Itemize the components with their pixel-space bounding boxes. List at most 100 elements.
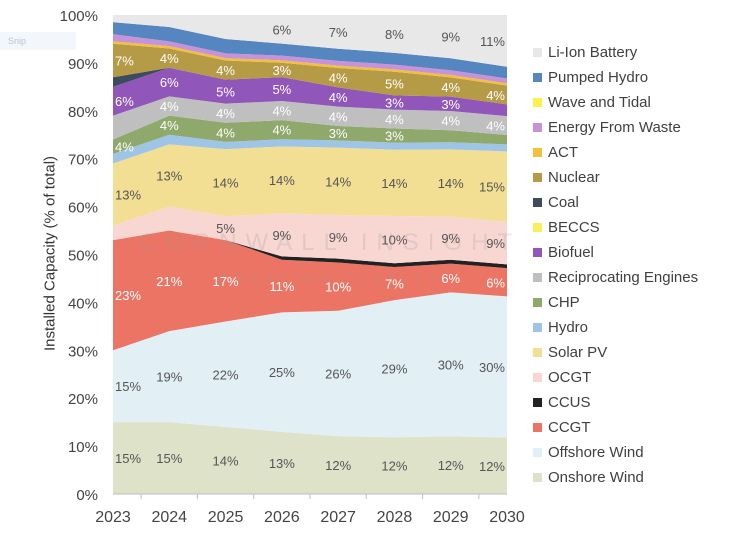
legend-item: Energy From Waste: [533, 115, 698, 140]
snip-label: Snip: [0, 32, 76, 50]
data-label: 15%: [115, 379, 141, 394]
data-label: 4%: [160, 118, 179, 133]
area-ocgt: [113, 206, 507, 265]
legend-swatch: [533, 473, 542, 482]
y-tick-label: 50%: [68, 248, 98, 265]
legend-item: Onshore Wind: [533, 465, 698, 490]
data-label: 4%: [329, 109, 348, 124]
legend-swatch: [533, 373, 542, 382]
y-tick-label: 0%: [76, 487, 98, 504]
legend-item: CHP: [533, 290, 698, 315]
data-label: 4%: [441, 80, 460, 95]
y-tick-label: 20%: [68, 391, 98, 408]
data-label: 23%: [115, 288, 141, 303]
y-axis-label: Installed Capacity (% of total): [41, 155, 59, 352]
legend-swatch: [533, 123, 542, 132]
legend-swatch: [533, 148, 542, 157]
legend-swatch: [533, 423, 542, 432]
data-label: 4%: [216, 63, 235, 78]
data-label: 30%: [438, 357, 464, 372]
data-label: 3%: [385, 129, 404, 144]
data-label: 3%: [329, 126, 348, 141]
data-label: 4%: [216, 106, 235, 121]
data-label: 4%: [115, 140, 134, 155]
y-tick-label: 10%: [68, 439, 98, 456]
legend-label: Onshore Wind: [548, 469, 644, 486]
legend-label: Nuclear: [548, 169, 600, 186]
data-label: 12%: [479, 459, 505, 474]
legend-label: Wave and Tidal: [548, 94, 651, 111]
data-label: 7%: [115, 54, 134, 69]
legend-item: CCGT: [533, 415, 698, 440]
data-label: 13%: [156, 168, 182, 183]
legend-swatch: [533, 448, 542, 457]
data-label: 11%: [269, 279, 294, 294]
data-label: 3%: [272, 63, 291, 78]
data-label: 4%: [216, 125, 235, 140]
legend-label: Offshore Wind: [548, 444, 644, 461]
legend-swatch: [533, 273, 542, 282]
legend-item: Reciprocating Engines: [533, 265, 698, 290]
x-tick-label: 2025: [208, 509, 244, 526]
x-tick-label: 2026: [264, 509, 300, 526]
legend-item: Pumped Hydro: [533, 65, 698, 90]
data-label: 9%: [441, 30, 460, 45]
data-label: 7%: [329, 25, 348, 40]
legend-item: OCGT: [533, 365, 698, 390]
data-label: 14%: [269, 173, 295, 188]
data-label: 4%: [329, 71, 348, 86]
legend-label: Coal: [548, 194, 579, 211]
data-label: 9%: [441, 231, 460, 246]
legend-label: Pumped Hydro: [548, 69, 649, 86]
y-tick-label: 100%: [60, 8, 98, 25]
data-label: 6%: [486, 275, 505, 290]
area-hydro: [113, 134, 507, 164]
data-label: 9%: [486, 236, 505, 251]
y-tick-label: 30%: [68, 343, 98, 360]
data-label: 15%: [115, 451, 141, 466]
legend-label: Solar PV: [548, 344, 608, 361]
data-label: 6%: [160, 75, 179, 90]
y-tick-label: 80%: [68, 104, 98, 121]
x-tick-label: 2028: [377, 509, 413, 526]
legend-item: ACT: [533, 140, 698, 165]
y-tick-label: 70%: [68, 152, 98, 169]
data-label: 5%: [385, 77, 404, 92]
data-label: 15%: [479, 180, 505, 195]
legend-label: OCGT: [548, 369, 592, 386]
data-label: 25%: [269, 365, 295, 380]
data-label: 6%: [272, 22, 291, 37]
legend-swatch: [533, 323, 542, 332]
data-label: 12%: [325, 458, 351, 473]
data-label: 21%: [156, 274, 182, 289]
legend-swatch: [533, 173, 542, 182]
legend-label: CCUS: [548, 394, 591, 411]
area-nuclear: [113, 43, 507, 105]
legend-item: Hydro: [533, 315, 698, 340]
data-label: 5%: [216, 85, 235, 100]
x-tick-label: 2029: [433, 509, 469, 526]
data-label: 6%: [115, 94, 134, 109]
legend-label: Biofuel: [548, 244, 594, 261]
legend-item: CCUS: [533, 390, 698, 415]
data-label: 4%: [272, 123, 291, 138]
legend-item: Coal: [533, 190, 698, 215]
area-solar-pv: [113, 144, 507, 226]
legend-swatch: [533, 73, 542, 82]
x-tick-label: 2024: [151, 509, 187, 526]
data-label: 8%: [385, 27, 404, 42]
area-ccgt: [113, 230, 507, 351]
data-label: 13%: [269, 456, 295, 471]
legend-swatch: [533, 248, 542, 257]
legend-item: Nuclear: [533, 165, 698, 190]
area-biofuel: [113, 67, 507, 117]
legend-label: Li-Ion Battery: [548, 44, 638, 61]
data-label: 4%: [486, 88, 505, 103]
watermark-subtitle: CREATING CLARITY: [218, 270, 442, 287]
legend-label: CHP: [548, 294, 580, 311]
data-label: 30%: [479, 360, 505, 375]
legend-label: Reciprocating Engines: [548, 269, 699, 286]
x-tick-label: 2023: [95, 509, 131, 526]
data-label: 6%: [441, 271, 460, 286]
